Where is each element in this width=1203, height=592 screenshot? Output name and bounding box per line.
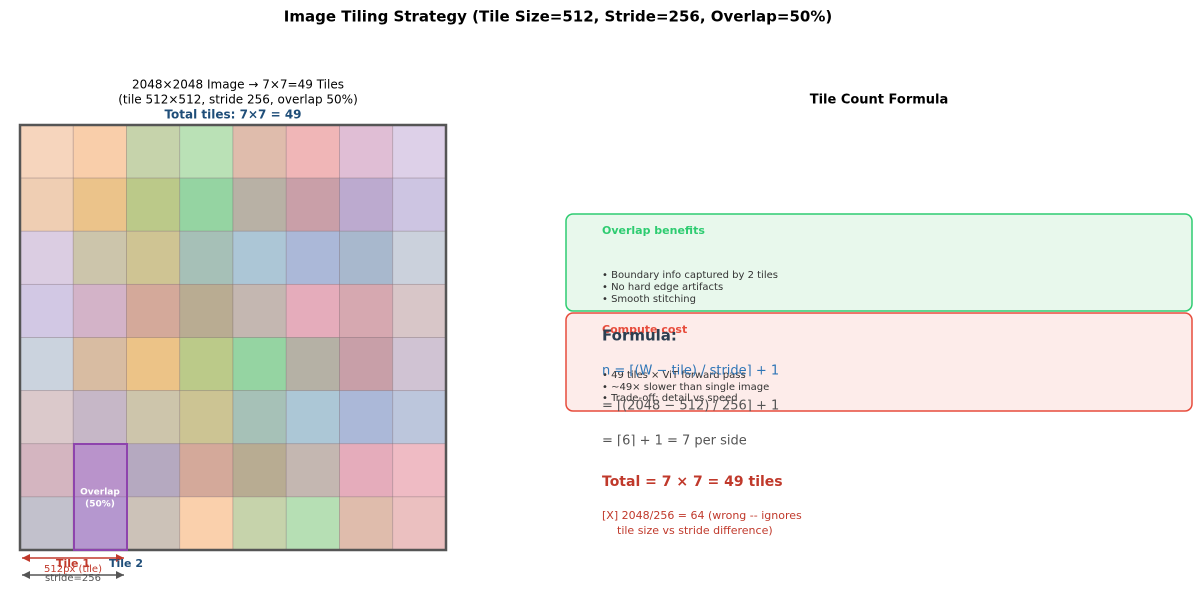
tile-cell (285, 177, 340, 232)
formula-line: = ⌈(2048 − 512) / 256⌉ + 1 (602, 399, 779, 414)
tile-cell (126, 390, 181, 445)
tile-cell (339, 177, 394, 232)
cost-box (565, 312, 1193, 412)
tile-cell (19, 443, 74, 498)
tile-cell (285, 283, 340, 338)
tile-cell (72, 443, 127, 498)
tile-cell (19, 337, 74, 392)
tile-cell (285, 443, 340, 498)
tile-cell (339, 230, 394, 285)
tile-cell (285, 496, 340, 551)
tile-cell (179, 230, 234, 285)
tile-cell (179, 177, 234, 232)
overlap-region (73, 443, 128, 551)
grid-border (18, 123, 448, 552)
tile-cell (339, 496, 394, 551)
tile-cell (339, 443, 394, 498)
tile-cell (339, 390, 394, 445)
tile-cell (232, 124, 287, 179)
stride-arrow (22, 571, 124, 579)
tile-size-label: 512px (tile) (44, 564, 102, 575)
cost-item: • Trade-off: detail vs speed (602, 393, 738, 404)
benefits-box (565, 213, 1193, 312)
total-label: Total tiles: 7×7 = 49 (164, 108, 301, 122)
tile-cell (19, 496, 74, 551)
tile-cell (19, 124, 74, 179)
tile-cell (285, 390, 340, 445)
tile-cell (19, 390, 74, 445)
tile-cell (285, 124, 340, 179)
tile-cell (339, 283, 394, 338)
tile-cell (392, 390, 447, 445)
overlap-label: Overlap (80, 488, 120, 498)
tile-cell (126, 337, 181, 392)
tile-cell (232, 443, 287, 498)
panel-title: 2048×2048 Image → 7×7=49 Tiles (132, 78, 344, 92)
wrong-note: tile size vs stride difference) (617, 524, 773, 537)
cost-item: • ~49× slower than single image (602, 382, 769, 393)
benefits-title: Overlap benefits (602, 224, 705, 237)
tile-cell (232, 283, 287, 338)
formula-line: = ⌈6⌉ + 1 = 7 per side (602, 434, 747, 449)
tile-cell (72, 337, 127, 392)
benefit-item: • Smooth stitching (602, 294, 696, 305)
tile-cell (392, 496, 447, 551)
tile-cell (392, 337, 447, 392)
stride-label: stride=256 (45, 573, 101, 584)
benefit-item: • Boundary info captured by 2 tiles (602, 270, 778, 281)
formula-heading: Formula: (602, 327, 677, 345)
tile-cell (126, 283, 181, 338)
tile-cell (392, 443, 447, 498)
tile-cell (179, 283, 234, 338)
tile-cell (19, 177, 74, 232)
title: Image Tiling Strategy (Tile Size=512, St… (284, 8, 832, 26)
cost-title: Compute cost (602, 323, 687, 336)
tile-cell (72, 124, 127, 179)
tile-cell (179, 496, 234, 551)
benefit-item: • No hard edge artifacts (602, 282, 723, 293)
tile-cell (285, 337, 340, 392)
tile-cell (179, 337, 234, 392)
tile-cell (339, 337, 394, 392)
tile-cell (392, 283, 447, 338)
tile-cell (392, 177, 447, 232)
tile-cell (72, 177, 127, 232)
tile-cell (126, 124, 181, 179)
tile-cell (232, 177, 287, 232)
formula-total: Total = 7 × 7 = 49 tiles (602, 474, 783, 490)
cost-item: • 49 tiles × ViT forward pass (602, 370, 746, 381)
tile-cell (126, 496, 181, 551)
right-title: Tile Count Formula (810, 93, 949, 108)
overlap-label: (50%) (85, 500, 115, 510)
tile-cell (339, 124, 394, 179)
formula-line: n = ⌈(W − tile) / stride⌉ + 1 (602, 364, 779, 379)
tile-cell (19, 230, 74, 285)
tile-cell (392, 230, 447, 285)
wrong-note: [X] 2048/256 = 64 (wrong -- ignores (602, 509, 802, 522)
tile-cell (126, 177, 181, 232)
tile-cell (126, 230, 181, 285)
tile2-label: Tile 2 (109, 557, 143, 570)
tile-cell (72, 283, 127, 338)
tile-cell (72, 390, 127, 445)
panel-subtitle: (tile 512×512, stride 256, overlap 50%) (118, 93, 358, 107)
tile-cell (232, 230, 287, 285)
tile-cell (232, 390, 287, 445)
tile-cell (179, 443, 234, 498)
tile-cell (285, 230, 340, 285)
tile-cell (179, 390, 234, 445)
tile-cell (232, 337, 287, 392)
tile-cell (126, 443, 181, 498)
tile-cell (72, 230, 127, 285)
tile-cell (179, 124, 234, 179)
tile1-label: Tile 1 (56, 557, 90, 570)
tile-cell (392, 124, 447, 179)
tile-cell (232, 496, 287, 551)
tile-cell (19, 283, 74, 338)
tile-arrow (22, 554, 124, 562)
